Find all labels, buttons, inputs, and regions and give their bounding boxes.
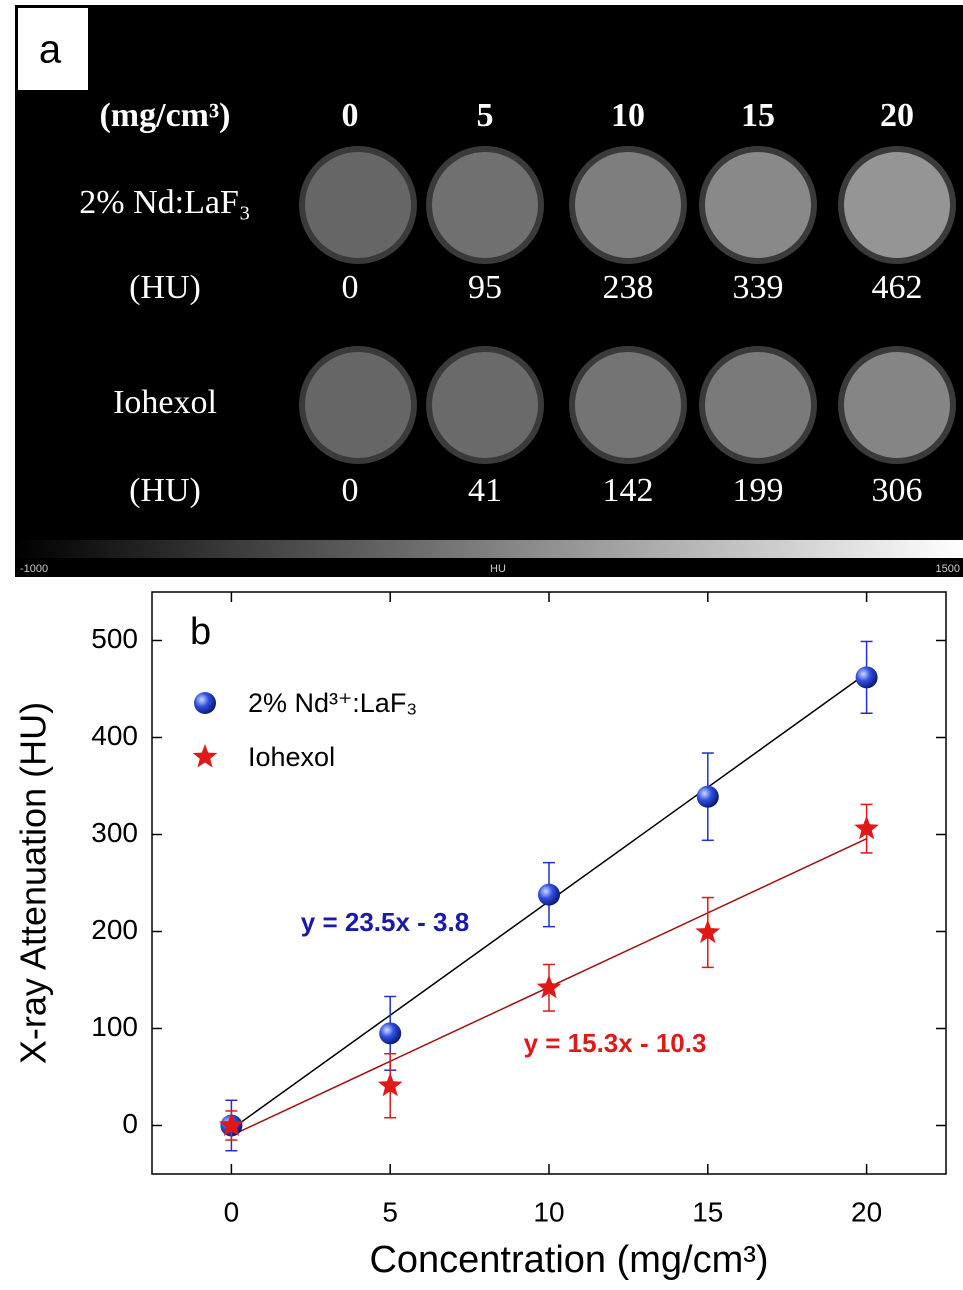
hu-value: 0	[342, 472, 359, 509]
point	[538, 883, 560, 906]
row-name: 2% Nd:LaF₃	[79, 184, 250, 221]
legend-label: Iohexol	[248, 742, 335, 772]
y-tick-label: 400	[91, 720, 138, 751]
panel-label-box	[18, 8, 88, 90]
sample-well	[569, 146, 687, 264]
y-tick-label: 200	[91, 914, 138, 945]
point	[855, 666, 878, 689]
x-tick-label: 15	[692, 1196, 723, 1227]
row-unit: (HU)	[129, 472, 201, 509]
sample-well	[299, 346, 417, 464]
header: (mg/cm³)	[99, 97, 230, 134]
point	[377, 1072, 403, 1097]
y-tick-label: 500	[91, 623, 138, 654]
hu-value: 95	[468, 269, 502, 306]
point	[219, 1112, 244, 1136]
panel-label: b	[190, 611, 211, 653]
x-tick-label: 10	[533, 1196, 564, 1227]
concentration: 10	[611, 97, 645, 134]
panel-label: a	[39, 28, 62, 72]
point	[696, 785, 719, 808]
ct-image-background	[15, 5, 963, 577]
sample-well	[838, 146, 956, 264]
sample-well	[426, 146, 544, 264]
sample-well	[426, 346, 544, 464]
colorbar-min: -1000	[20, 563, 48, 575]
y-axis-label: X-ray Attenuation (HU)	[13, 702, 54, 1064]
point	[536, 974, 562, 999]
y-tick-label: 0	[122, 1108, 138, 1139]
x-tick-label: 20	[851, 1196, 882, 1227]
point	[379, 1022, 402, 1045]
colorbar-label: HU	[490, 563, 506, 575]
x-tick-label: 0	[224, 1196, 240, 1227]
concentration: 15	[741, 97, 775, 134]
colorbar	[15, 540, 963, 558]
point	[695, 919, 721, 943]
x-axis-label: Concentration (mg/cm³)	[369, 1239, 768, 1281]
row-name: Iohexol	[113, 384, 217, 421]
colorbar-max: 1500	[936, 563, 960, 575]
concentration: 0	[342, 97, 359, 134]
sample-well	[299, 146, 417, 264]
sample-well	[838, 346, 956, 464]
legend-label: 2% Nd³⁺:LaF₃	[248, 688, 417, 718]
row-unit: (HU)	[129, 269, 201, 306]
sample-well	[699, 146, 817, 264]
x-tick-label: 5	[382, 1196, 398, 1227]
y-tick-label: 300	[91, 817, 138, 848]
concentration: 20	[880, 97, 914, 134]
hu-value: 0	[342, 269, 359, 306]
point	[854, 815, 879, 840]
hu-value: 238	[603, 269, 654, 306]
legend-marker	[192, 744, 218, 768]
fit-label: y = 23.5x - 3.8	[301, 907, 469, 937]
sample-well	[569, 346, 687, 464]
hu-value: 142	[603, 472, 654, 509]
hu-value: 462	[872, 269, 923, 306]
concentration: 5	[477, 97, 494, 134]
sample-well	[699, 346, 817, 464]
hu-value: 339	[733, 269, 784, 306]
hu-value: 199	[733, 472, 784, 509]
fit-label: y = 15.3x - 10.3	[524, 1028, 707, 1058]
legend-marker	[194, 692, 216, 714]
hu-value: 41	[468, 472, 502, 509]
y-tick-label: 100	[91, 1011, 138, 1042]
hu-value: 306	[872, 472, 923, 509]
